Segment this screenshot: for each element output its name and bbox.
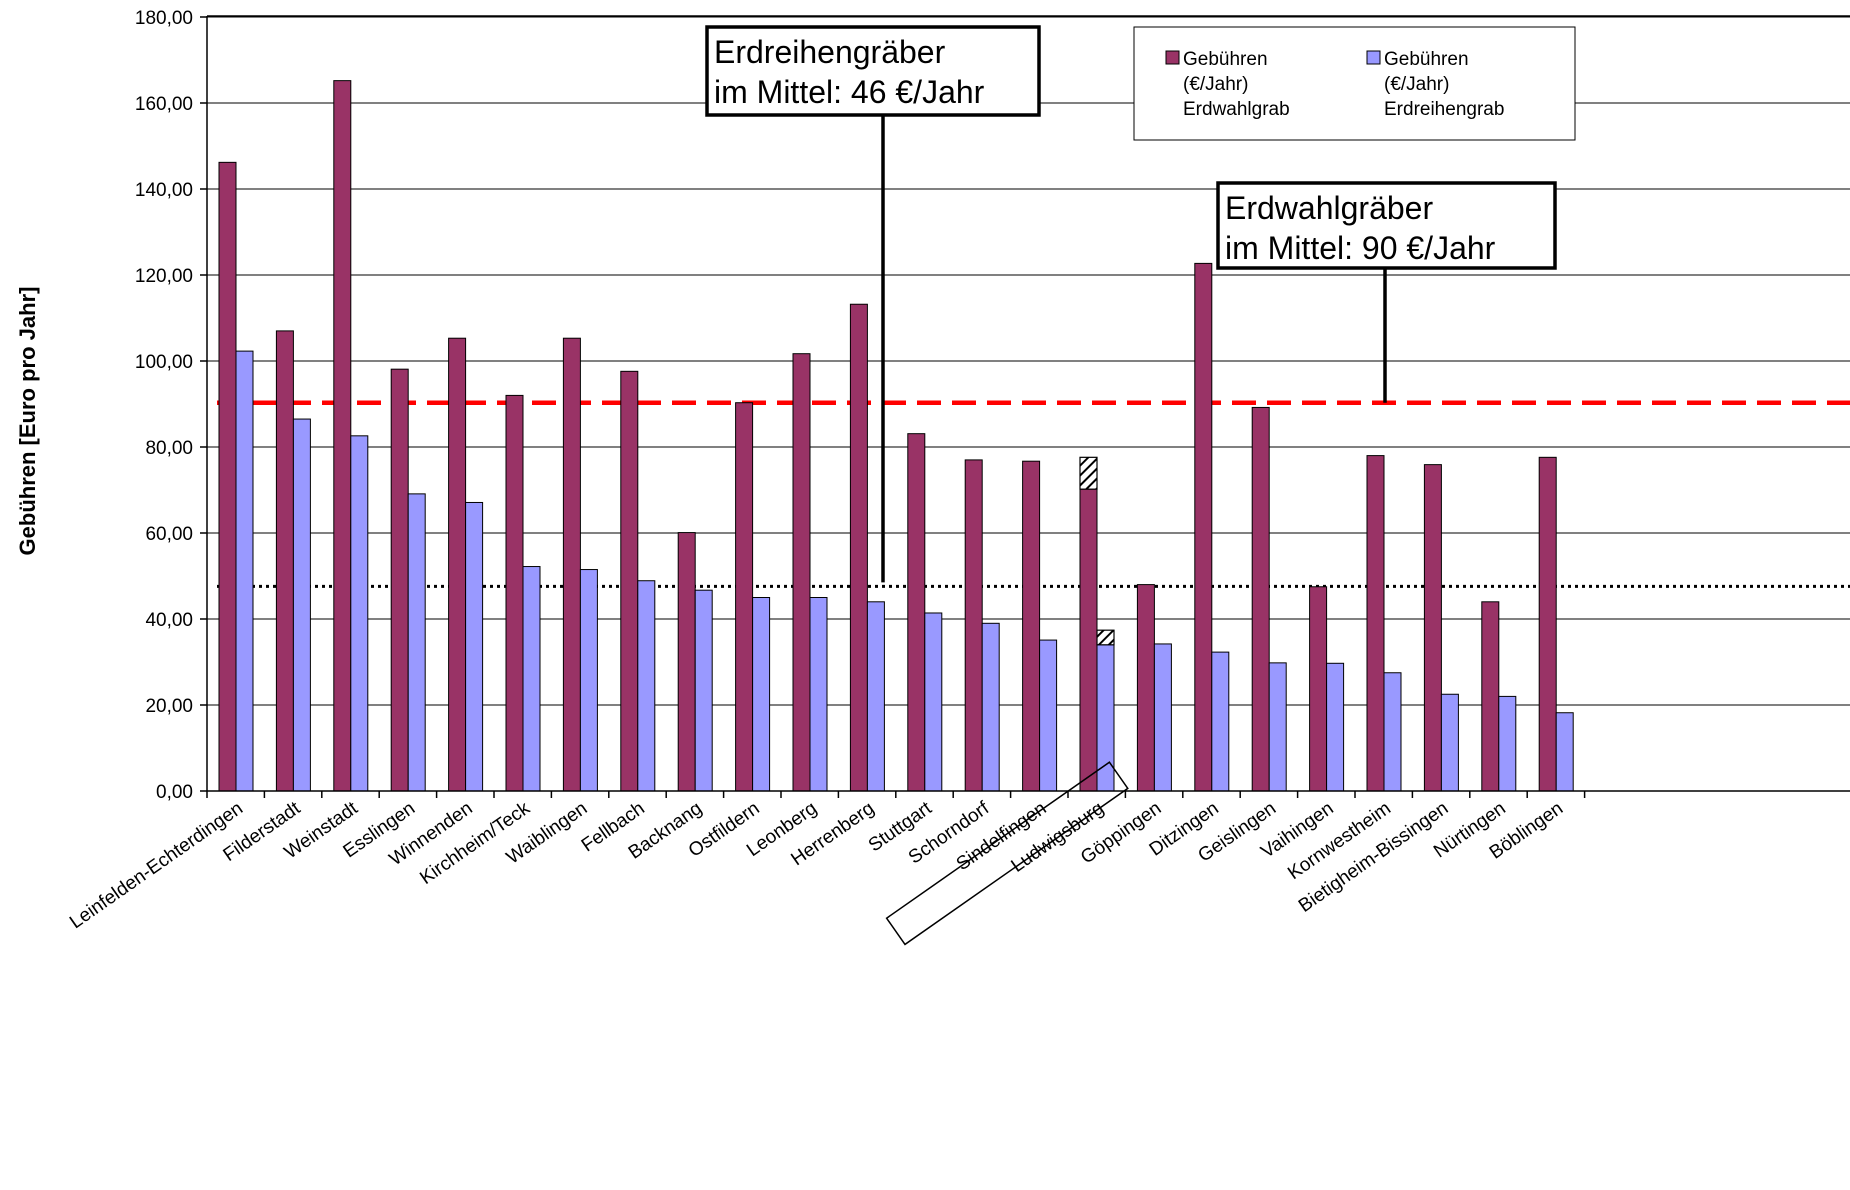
bar-erdwahlgrab-filderstadt	[275, 330, 294, 792]
axes	[200, 15, 1850, 798]
bar-erdreihengrab-sindelfingen	[1039, 639, 1058, 792]
bar-erdwahlgrab-ditzingen	[1194, 262, 1213, 792]
bar-erdreihengrab-stuttgart	[924, 612, 943, 792]
legend-label: Erdreihengrab	[1384, 99, 1504, 120]
reference-lines	[217, 400, 1850, 588]
bar-erdwahlgrab-herrenberg	[849, 303, 868, 792]
bar-erdreihengrab-schorndorf	[981, 622, 1000, 792]
legend-box	[1133, 26, 1576, 141]
bar-erdreihengrab-backnang	[694, 589, 713, 792]
bar-erdreihengrab-herrenberg	[866, 601, 885, 792]
bar-erdreihengrab-boblingen	[1555, 712, 1574, 792]
x-tick-label: Leinfelden-Echterdingen	[66, 798, 247, 933]
y-tick-label: 80,00	[145, 438, 193, 459]
bar-erdwahlgrab-waiblingen	[562, 337, 581, 792]
annotation-text: im Mittel: 90 €/Jahr	[1225, 230, 1496, 266]
annotation-erdwahlgraeber: Erdwahlgräber im Mittel: 90 €/Jahr	[1216, 181, 1557, 403]
legend-label: (€/Jahr)	[1183, 74, 1248, 95]
bar-erdreihengrab-ditzingen	[1211, 651, 1230, 792]
y-tick-label: 120,00	[135, 266, 193, 287]
bar-erdwahlgrab-schorndorf	[964, 459, 983, 792]
annotation-box	[1216, 181, 1557, 270]
y-tick-label: 60,00	[145, 524, 193, 545]
bar-erdwahlgrab-kornwestheim	[1366, 455, 1385, 792]
bars	[218, 80, 1574, 792]
bar-erdwahlgrab-fellbach	[620, 370, 639, 792]
bar-erdreihengrab-waiblingen	[579, 569, 598, 792]
bar-erdreihengrab-esslingen	[407, 493, 426, 792]
bar-erdwahlgrab-bietigheim-bissingen	[1423, 464, 1442, 792]
annotation-text: im Mittel: 46 €/Jahr	[714, 74, 985, 110]
y-tick-label: 40,00	[145, 610, 193, 631]
bar-erdreihengrab-weinstadt	[350, 435, 369, 792]
y-axis-label: Gebühren [Euro pro Jahr]	[15, 287, 40, 556]
legend-label: Erdwahlgrab	[1183, 99, 1290, 120]
bar-erdreihengrab-leinfelden-echterdingen	[235, 350, 254, 792]
bar-erdwahlgrab-ostfildern	[735, 402, 754, 792]
y-tick-label: 140,00	[135, 180, 193, 201]
bar-erdwahlgrab-geislingen	[1251, 406, 1270, 792]
bar-hatched-extension	[1079, 456, 1098, 490]
y-tick-labels: 0,00 20,00 40,00 60,00 80,00 100,00 120,00 140,…	[135, 8, 193, 803]
y-tick-label: 100,00	[135, 352, 193, 373]
legend-label: Gebühren	[1183, 49, 1268, 70]
annotation-text: Erdreihengräber	[714, 34, 946, 70]
bar-erdwahlgrab-backnang	[677, 532, 696, 792]
bar-erdreihengrab-leonberg	[809, 597, 828, 792]
annotation-box	[705, 25, 1041, 117]
bar-erdreihengrab-fellbach	[637, 580, 656, 792]
bar-erdreihengrab-bietigheim-bissingen	[1440, 693, 1459, 792]
bar-erdwahlgrab-goppingen	[1136, 584, 1155, 792]
annotations: Erdreihengräber im Mittel: 46 €/Jahr Erdwa…	[705, 25, 1557, 583]
bar-erdreihengrab-goppingen	[1153, 643, 1172, 792]
bar-erdreihengrab-winnenden	[465, 501, 484, 792]
y-tick-label: 0,00	[156, 782, 193, 803]
bar-erdwahlgrab-leonberg	[792, 353, 811, 792]
bar-erdreihengrab-vaihingen	[1326, 662, 1345, 792]
bar-erdwahlgrab-vaihingen	[1309, 586, 1328, 792]
bar-erdwahlgrab-leinfelden-echterdingen	[218, 161, 237, 792]
legend-label: (€/Jahr)	[1384, 74, 1449, 95]
bar-hatched-extension	[1096, 629, 1115, 646]
legend: Gebühren (€/Jahr) Erdwahlgrab Gebühren (€/Ja…	[1133, 26, 1576, 141]
annotation-erdreihengraeber: Erdreihengräber im Mittel: 46 €/Jahr	[705, 25, 1041, 583]
y-tick-label: 180,00	[135, 8, 193, 29]
bar-erdreihengrab-filderstadt	[292, 418, 311, 792]
bar-erdreihengrab-geislingen	[1268, 662, 1287, 792]
bar-erdwahlgrab-sindelfingen	[1022, 460, 1041, 792]
bar-erdwahlgrab-nurtingen	[1481, 601, 1500, 792]
annotation-text: Erdwahlgräber	[1225, 190, 1433, 226]
highlight-box-labels	[885, 761, 1129, 946]
bar-erdwahlgrab-weinstadt	[333, 80, 352, 792]
bar-erdwahlgrab-kirchheim-teck	[505, 394, 524, 792]
bar-erdreihengrab-kirchheim-teck	[522, 566, 541, 792]
legend-swatch-erdreihengrab	[1366, 50, 1381, 65]
legend-box-group: Gebühren (€/Jahr) Erdwahlgrab Gebühren (€/Ja…	[1133, 26, 1576, 141]
bar-erdwahlgrab-esslingen	[390, 368, 409, 792]
bar-erdwahlgrab-stuttgart	[907, 433, 926, 792]
bar-erdreihengrab-nurtingen	[1498, 695, 1517, 792]
y-tick-label: 20,00	[145, 696, 193, 717]
bar-erdwahlgrab-boblingen	[1538, 456, 1557, 792]
bar-erdreihengrab-ostfildern	[752, 597, 771, 792]
legend-swatch-erdwahlgrab	[1165, 50, 1180, 65]
bar-erdwahlgrab-ludwigsburg	[1079, 488, 1098, 792]
legend-label: Gebühren	[1384, 49, 1469, 70]
bar-erdreihengrab-kornwestheim	[1383, 672, 1402, 792]
y-tick-label: 160,00	[135, 94, 193, 115]
bar-erdwahlgrab-winnenden	[448, 337, 467, 792]
